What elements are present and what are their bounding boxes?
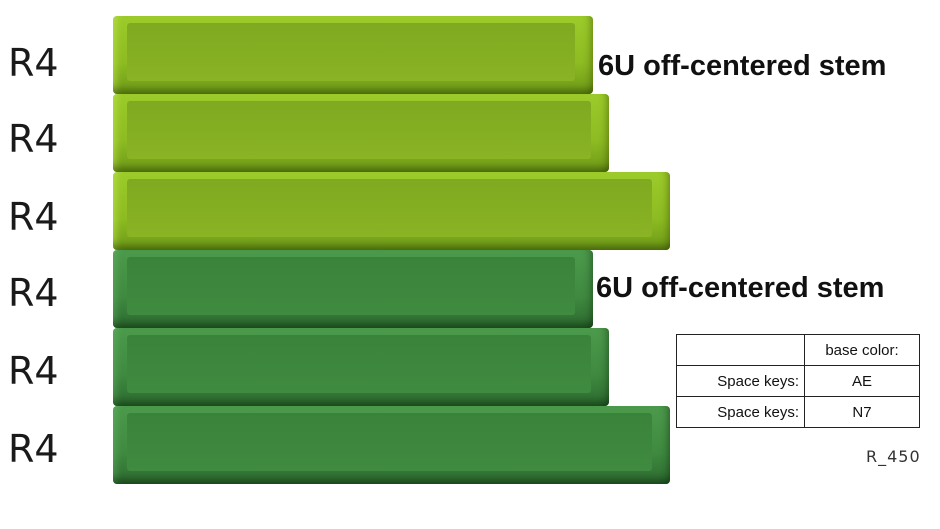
green-stem-label: 6U off-centered stem — [596, 272, 885, 304]
row-label-4: R4 — [8, 271, 59, 315]
lime-spacebar-keycap-1 — [113, 16, 593, 94]
reference-code: R_450 — [866, 447, 921, 466]
table-cell: Space keys: — [676, 365, 805, 397]
row-label-1: R4 — [8, 41, 59, 85]
lime-spacebar-keycap-3 — [113, 172, 670, 250]
row-label-3: R4 — [8, 195, 59, 239]
table-row: Space keys: AE — [676, 365, 920, 397]
lime-spacebar-keycap-2 — [113, 94, 609, 172]
table-row: base color: — [676, 334, 920, 366]
table-header-base-color: base color: — [804, 334, 920, 366]
lime-stem-label: 6U off-centered stem — [598, 50, 887, 82]
green-spacebar-keycap-2 — [113, 328, 609, 406]
base-color-table: base color: Space keys: AE Space keys: N… — [676, 334, 920, 428]
green-spacebar-keycap-1 — [113, 250, 593, 328]
table-row: Space keys: N7 — [676, 396, 920, 428]
row-label-5: R4 — [8, 349, 59, 393]
table-cell: N7 — [804, 396, 920, 428]
green-spacebar-keycap-3 — [113, 406, 670, 484]
table-cell — [676, 334, 805, 366]
table-cell: AE — [804, 365, 920, 397]
row-label-2: R4 — [8, 117, 59, 161]
row-label-6: R4 — [8, 427, 59, 471]
table-cell: Space keys: — [676, 396, 805, 428]
